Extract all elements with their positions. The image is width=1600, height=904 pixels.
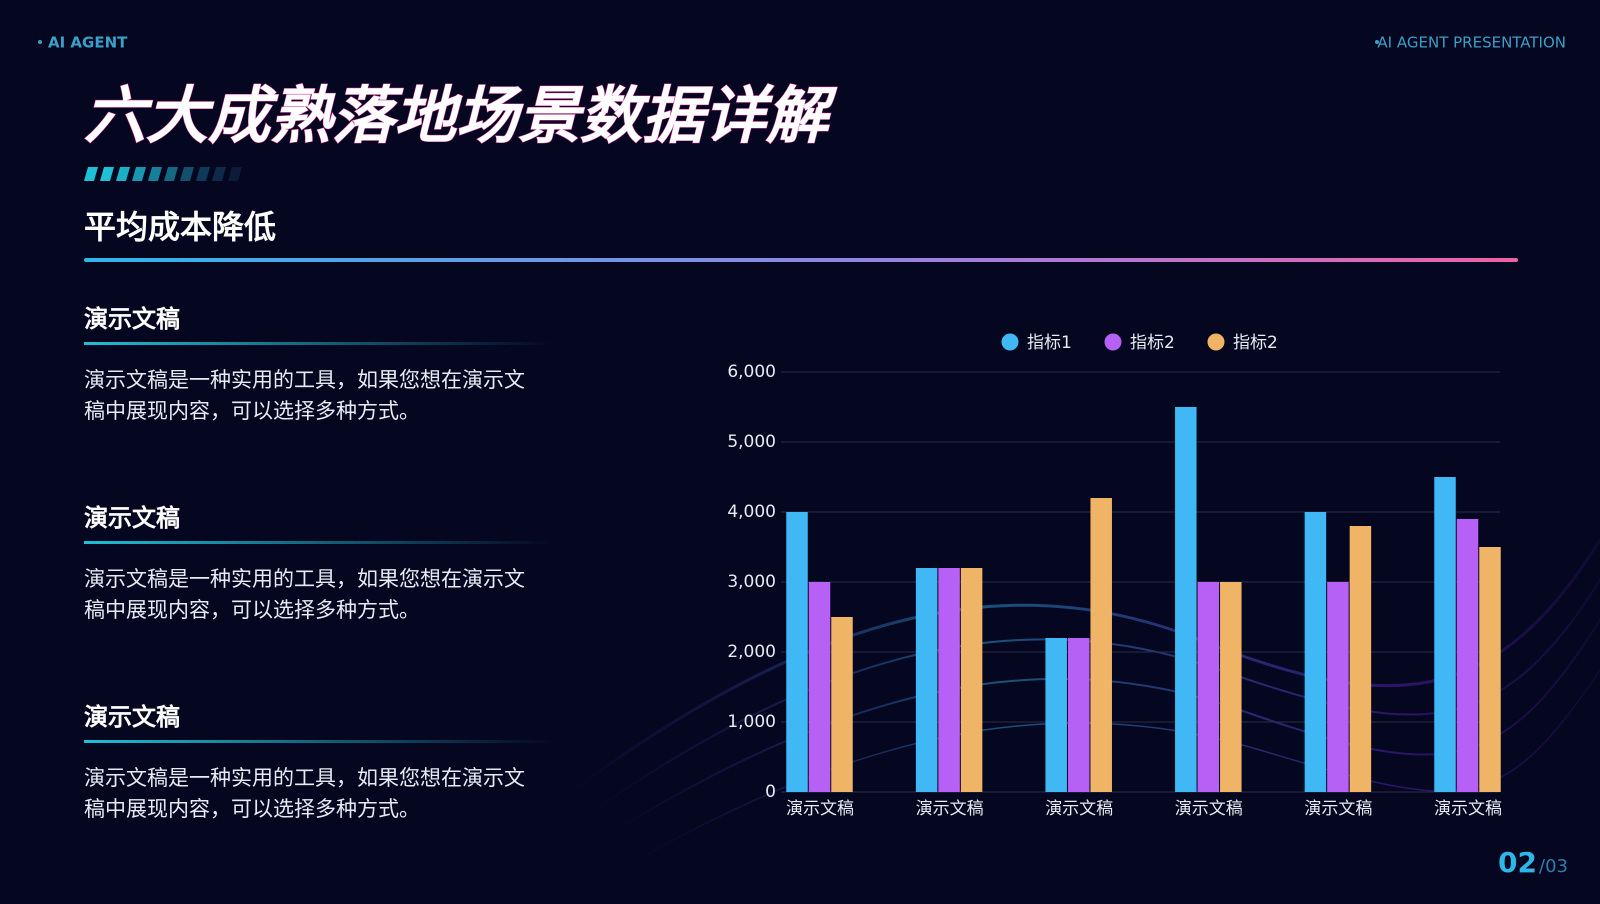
bar	[808, 582, 831, 792]
y-tick-label: 6,000	[727, 362, 776, 382]
x-tick-label: 演示文稿	[916, 799, 984, 819]
page-current: 02	[1498, 846, 1537, 879]
page-total: /03	[1539, 856, 1568, 877]
bar	[1067, 638, 1090, 792]
sections: 演示文稿演示文稿是一种实用的工具，如果您想在演示文稿中展现内容，可以选择多种方式…	[84, 305, 554, 821]
section-text: 稿中展现内容，可以选择多种方式。	[84, 797, 420, 821]
bar	[1175, 407, 1197, 792]
bar	[1479, 547, 1501, 792]
y-tick-label: 1,000	[727, 712, 776, 732]
title-dashes	[84, 167, 242, 181]
bullet	[1375, 40, 1379, 44]
y-tick-label: 5,000	[727, 432, 776, 452]
legend-swatch	[1104, 333, 1122, 351]
divider	[84, 258, 1518, 262]
bar	[1220, 582, 1242, 792]
chart: 0 1,000 2,000 3,000 4,000 5,000 6,000 演示文稿 演示文稿 演…	[727, 333, 1502, 819]
x-tick-label: 演示文稿	[786, 799, 854, 819]
x-tick-label: 演示文稿	[1175, 799, 1243, 819]
header-right: AI AGENT PRESENTATION	[1377, 34, 1566, 52]
x-tick-label: 演示文稿	[1045, 799, 1113, 819]
legend-swatch	[1001, 333, 1019, 351]
section-text: 稿中展现内容，可以选择多种方式。	[84, 399, 420, 423]
bar	[1304, 512, 1327, 792]
section-text: 演示文稿是一种实用的工具，如果您想在演示文	[84, 766, 525, 790]
y-tick-label: 3,000	[727, 572, 776, 592]
bar	[1456, 519, 1479, 792]
x-tick-label: 演示文稿	[1304, 799, 1372, 819]
bar	[1434, 477, 1456, 792]
bar	[960, 568, 983, 792]
bar	[831, 617, 853, 792]
x-tick-label: 演示文稿	[1434, 799, 1502, 819]
y-tick-label: 2,000	[727, 642, 776, 662]
section-heading: 演示文稿	[84, 504, 180, 532]
section-text: 演示文稿是一种实用的工具，如果您想在演示文	[84, 368, 525, 392]
y-tick-label: 4,000	[727, 502, 776, 522]
bar	[1349, 526, 1372, 792]
bar	[1327, 582, 1349, 792]
section-underline	[84, 541, 554, 544]
bullet	[38, 40, 42, 44]
section-underline	[84, 740, 554, 743]
section-text: 稿中展现内容，可以选择多种方式。	[84, 598, 420, 622]
bar	[915, 568, 938, 792]
bar	[1045, 638, 1067, 792]
bar	[1090, 498, 1112, 792]
bar	[786, 512, 808, 792]
section-text: 演示文稿是一种实用的工具，如果您想在演示文	[84, 567, 525, 591]
section-heading: 演示文稿	[84, 305, 180, 333]
slide-title: 六大成熟落地场景数据详解	[84, 79, 838, 152]
legend-swatch	[1207, 333, 1225, 351]
subtitle: 平均成本降低	[84, 208, 276, 246]
section-heading: 演示文稿	[84, 703, 180, 731]
legend-label: 指标2	[1130, 333, 1175, 353]
legend-label: 指标1	[1027, 333, 1072, 353]
y-tick-label: 0	[765, 782, 776, 802]
bar	[1197, 582, 1220, 792]
header-left: AI AGENT	[48, 34, 128, 52]
legend-label: 指标2	[1233, 333, 1278, 353]
section-underline	[84, 342, 554, 345]
bar	[938, 568, 960, 792]
